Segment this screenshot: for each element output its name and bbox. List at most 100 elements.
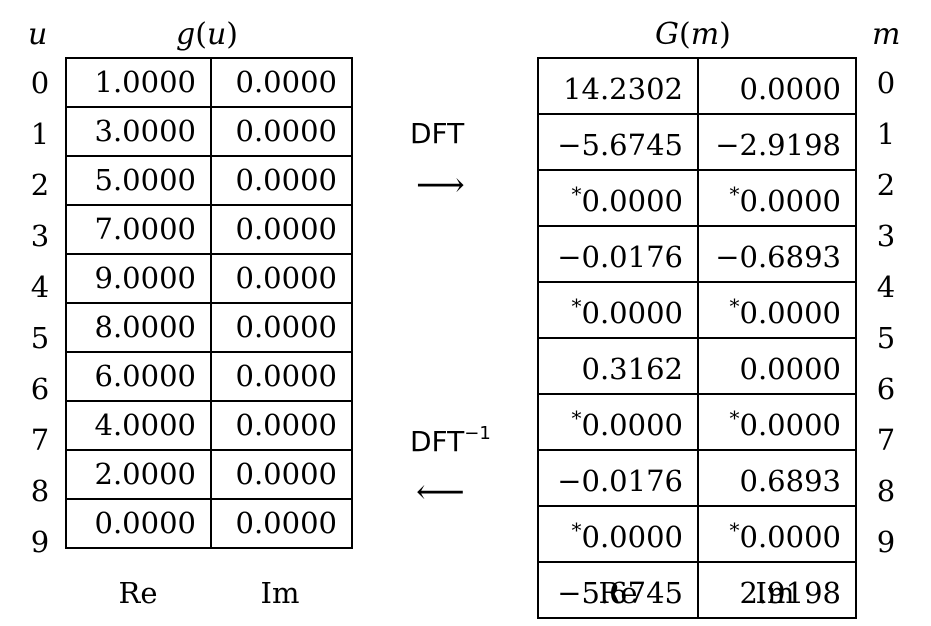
right-index: 9 [876,525,896,559]
left-index: 9 [30,525,50,559]
right-im-cell: 0.6893 [697,449,857,507]
right-im-value: −2.9198 [715,128,841,162]
right-index: 1 [876,117,896,151]
table-row: 4.0000 0.0000 [65,400,353,451]
table-row: 0.3162 0.0000 [537,337,857,395]
left-arrow-icon: ⟵ [416,472,465,512]
left-index: 5 [30,321,50,355]
left-value-table: 1.0000 0.0000 3.0000 0.0000 5.0000 0.0000 7… [65,57,353,549]
right-im-value: 0.6893 [739,464,841,498]
left-index: 0 [30,66,50,100]
right-index: 6 [876,372,896,406]
right-re-cell: −5.6745 [537,113,699,171]
right-im-value: 0.0000 [739,296,841,330]
special-marker: * [729,294,740,318]
right-re-cell: −0.0176 [537,225,699,283]
right-re-label: Re [598,576,638,610]
left-im-cell: 0.0000 [210,400,353,451]
left-title-arg: u [206,17,227,52]
table-row: −0.0176 0.6893 [537,449,857,507]
table-row: *0.0000 *0.0000 [537,393,857,451]
left-im-cell: 0.0000 [210,302,353,353]
right-im-value: 2.9198 [739,576,841,610]
right-im-cell: 0.0000 [697,337,857,395]
right-index: 5 [876,321,896,355]
left-im-cell: 0.0000 [210,498,353,549]
left-index: 6 [30,372,50,406]
right-im-cell: *0.0000 [697,281,857,339]
right-index: 3 [876,219,896,253]
special-marker: * [729,182,740,206]
left-table-title: g(u) [176,17,238,52]
right-re-value: 0.0000 [581,296,683,330]
right-index: 4 [876,270,896,304]
table-row: 8.0000 0.0000 [65,302,353,353]
left-im-cell: 0.0000 [210,57,353,108]
right-re-value: 0.0000 [581,408,683,442]
table-row: 3.0000 0.0000 [65,106,353,157]
special-marker: * [729,518,740,542]
special-marker: * [729,406,740,430]
left-index-column: 0 1 2 3 4 5 6 7 8 9 [20,58,60,568]
right-re-cell: 14.2302 [537,57,699,115]
left-title-func: g [176,17,196,52]
right-re-cell: *0.0000 [537,169,699,227]
right-arrow-icon: ⟶ [416,165,465,205]
left-index: 8 [30,474,50,508]
table-row: 6.0000 0.0000 [65,351,353,402]
right-re-value: 0.0000 [581,184,683,218]
right-re-cell: *0.0000 [537,393,699,451]
inverse-transform-label: DFT−1 [410,423,491,458]
inverse-transform-name: DFT [410,425,465,458]
right-re-cell: 0.3162 [537,337,699,395]
left-index-header: u [28,17,48,52]
table-row: *0.0000 *0.0000 [537,169,857,227]
right-title-arg: m [690,17,720,52]
inverse-exponent: −1 [464,423,491,444]
left-re-label: Re [118,576,158,610]
right-re-value: −5.6745 [557,576,683,610]
table-row: −0.0176 −0.6893 [537,225,857,283]
special-marker: * [571,406,582,430]
right-re-value: −0.0176 [557,240,683,274]
left-index: 4 [30,270,50,304]
table-row: −5.6745 −2.9198 [537,113,857,171]
left-re-cell: 2.0000 [65,449,212,500]
right-im-label: Im [755,576,795,610]
left-im-label: Im [260,576,300,610]
right-im-cell: 2.9198 [697,561,857,619]
right-im-cell: −0.6893 [697,225,857,283]
left-im-cell: 0.0000 [210,155,353,206]
right-im-cell: *0.0000 [697,393,857,451]
right-index-column: 0 1 2 3 4 5 6 7 8 9 [866,58,906,568]
forward-transform-label: DFT [410,117,465,150]
left-re-cell: 7.0000 [65,204,212,255]
right-re-value: 0.3162 [581,352,683,386]
right-re-value: −5.6745 [557,128,683,162]
right-index: 0 [876,66,896,100]
right-im-value: 0.0000 [739,72,841,106]
left-re-cell: 9.0000 [65,253,212,304]
left-re-cell: 3.0000 [65,106,212,157]
right-table-title: G(m) [655,17,731,52]
right-index: 7 [876,423,896,457]
right-im-value: 0.0000 [739,352,841,386]
left-index: 2 [30,168,50,202]
table-row: *0.0000 *0.0000 [537,505,857,563]
left-im-cell: 0.0000 [210,253,353,304]
right-re-cell: −5.6745 [537,561,699,619]
left-re-cell: 5.0000 [65,155,212,206]
left-re-cell: 0.0000 [65,498,212,549]
right-title-func: G [655,17,679,52]
table-row: 5.0000 0.0000 [65,155,353,206]
right-re-value: 14.2302 [563,72,683,106]
right-index-header: m [872,17,901,52]
left-re-cell: 1.0000 [65,57,212,108]
special-marker: * [571,518,582,542]
right-index: 8 [876,474,896,508]
right-value-table: 14.2302 0.0000 −5.6745 −2.9198 *0.0000 *0.0… [537,57,857,619]
left-index: 7 [30,423,50,457]
table-row: 14.2302 0.0000 [537,57,857,115]
right-im-cell: −2.9198 [697,113,857,171]
left-index: 1 [30,117,50,151]
